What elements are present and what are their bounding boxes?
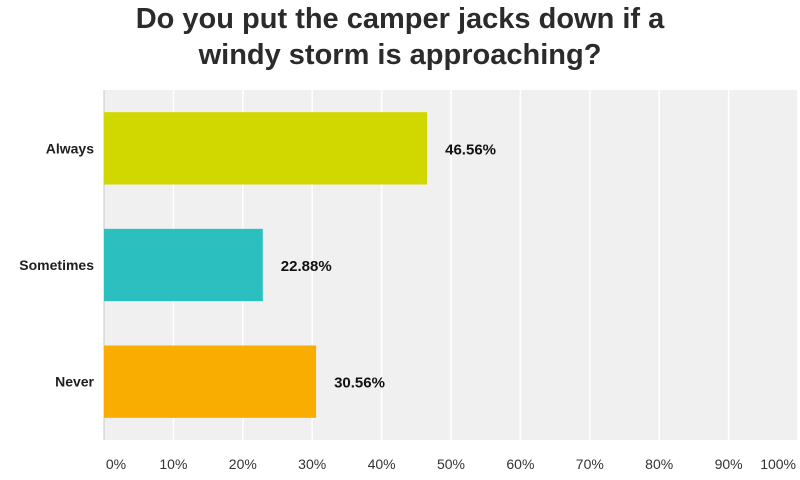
x-tick-label-90: 90% — [715, 456, 743, 472]
x-tick-label-70: 70% — [576, 456, 604, 472]
chart-title: Do you put the camper jacks down if a wi… — [136, 3, 665, 71]
x-tick-label-20: 20% — [229, 456, 257, 472]
value-label-sometimes: 22.88% — [281, 258, 332, 275]
x-tick-label-60: 60% — [506, 456, 534, 472]
value-label-never: 30.56% — [334, 375, 385, 392]
chart-title-line-1: Do you put the camper jacks down if a — [136, 3, 665, 35]
x-tick-label-80: 80% — [645, 456, 673, 472]
x-tick-label-10: 10% — [159, 456, 187, 472]
x-tick-label-50: 50% — [437, 456, 465, 472]
category-label-never: Never — [55, 374, 94, 390]
bar-always — [104, 112, 428, 185]
category-label-sometimes: Sometimes — [19, 257, 94, 273]
value-label-always: 46.56% — [445, 141, 496, 158]
chart-title-line-2: windy storm is approaching? — [198, 39, 602, 71]
bar-sometimes — [104, 228, 263, 302]
category-label-always: Always — [46, 140, 94, 156]
x-tick-label-0: 0% — [106, 456, 126, 472]
x-tick-label-30: 30% — [298, 456, 326, 472]
bar-never — [104, 345, 317, 418]
bars: Always 46.56% Sometimes 22.88% Never 30.56% — [19, 112, 496, 418]
x-tick-label-100: 100% — [760, 456, 796, 472]
x-tick-label-40: 40% — [368, 456, 396, 472]
x-axis-ticks: 0% 10% 20% 30% 40% 50% 60% 70% 80% 90% 100% — [106, 456, 796, 472]
